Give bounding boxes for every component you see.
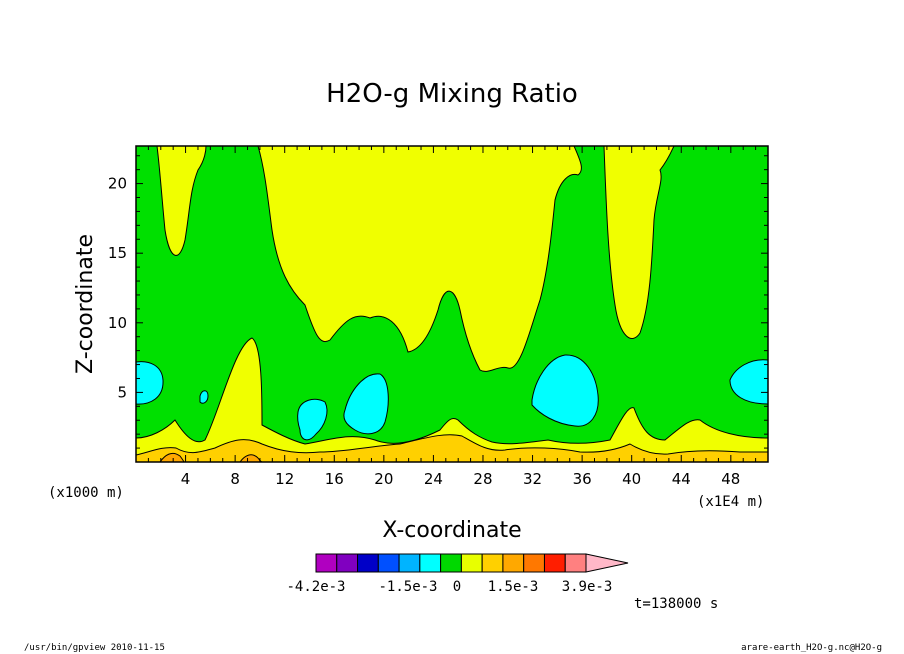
contour-fill-gold (136, 434, 768, 462)
colorbar-swatch (502, 553, 525, 573)
colorbar-swatch (419, 553, 442, 573)
contour-fill-cyan (199, 390, 209, 404)
contour-fill-cyan (729, 359, 768, 405)
x-tick-label: 4 (181, 470, 191, 488)
y-tick-label: 20 (108, 175, 127, 193)
colorbar-swatch (523, 553, 545, 573)
colorbar-label: -1.5e-3 (378, 579, 437, 595)
y-tick-label: 5 (117, 383, 127, 401)
x-tick-label: 44 (672, 470, 691, 488)
contour-fill-cyan (343, 373, 389, 435)
x-tick-label: 36 (573, 470, 592, 488)
colorbar: -4.2e-3 -1.5e-3 0 1.5e-3 3.9e-3 (286, 553, 629, 595)
contour-fill-yellow (257, 146, 582, 372)
x-tick-label: 20 (374, 470, 393, 488)
colorbar-swatch (315, 553, 338, 573)
colorbar-label: 1.5e-3 (488, 579, 539, 595)
footer-left: /usr/bin/gpview 2010-11-15 (24, 643, 165, 653)
colorbar-swatch (460, 553, 483, 573)
x-tick-label: 12 (275, 470, 294, 488)
y-tick-label: 15 (108, 244, 127, 262)
x-tick-label: 8 (230, 470, 240, 488)
colorbar-swatch (357, 553, 379, 573)
contour-fill-cyan (297, 398, 328, 441)
plot-frame (135, 145, 769, 463)
contour-fill-yellow (603, 146, 675, 339)
y-axis-title: Z-coordinate (73, 234, 98, 374)
colorbar-swatch (440, 553, 462, 573)
colorbar-swatch (398, 553, 421, 573)
colorbar-swatch (481, 553, 504, 573)
x-tick-label: 40 (622, 470, 641, 488)
x-tick-label: 48 (721, 470, 740, 488)
x-tick-label: 16 (325, 470, 344, 488)
x-axis-title: X-coordinate (382, 518, 521, 543)
colorbar-label: 0 (453, 579, 461, 595)
contour-fill-cyan (136, 361, 164, 405)
contour-field (136, 146, 768, 462)
colorbar-swatch (377, 553, 400, 573)
x-tick-label: 24 (424, 470, 443, 488)
footer-right: arare-earth_H2O-g.nc@H2O-g (741, 643, 882, 653)
x-axis-units: (x1E4 m) (697, 494, 764, 510)
chart-title: H2O-g Mixing Ratio (326, 79, 578, 109)
x-tick-label: 28 (473, 470, 492, 488)
colorbar-swatch (564, 553, 587, 573)
colorbar-label: -4.2e-3 (286, 579, 345, 595)
y-tick-label: 10 (108, 314, 127, 332)
contour-fill-cyan (531, 354, 599, 427)
colorbar-swatch (543, 553, 566, 573)
colorbar-swatch (336, 553, 359, 573)
y-axis-units: (x1000 m) (48, 485, 124, 501)
time-label: t=138000 s (634, 596, 718, 612)
colorbar-label: 3.9e-3 (562, 579, 613, 595)
colorbar-arrow (585, 553, 629, 573)
x-tick-label: 32 (523, 470, 542, 488)
contour-fill-yellow (156, 146, 207, 256)
